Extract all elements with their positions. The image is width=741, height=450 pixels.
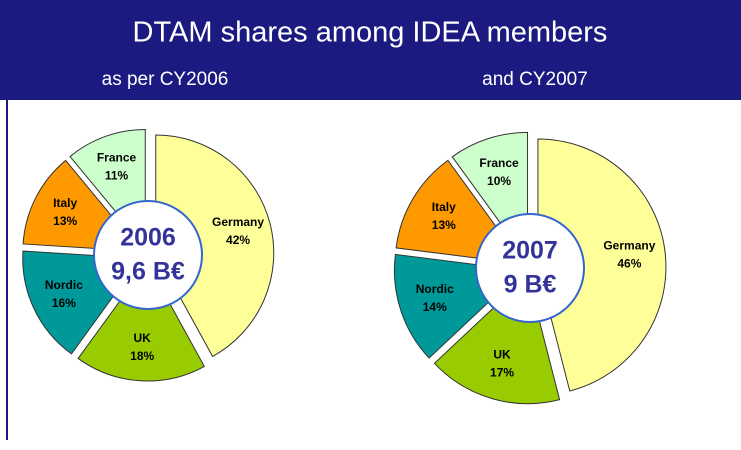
header-band [0,0,741,100]
center-label: 2006 [120,224,176,252]
subtitle: and CY2007 [482,69,588,90]
slice-value: 10% [487,174,511,188]
slice-label: France [97,151,137,165]
center-label: 9,6 B€ [111,258,185,286]
slice-value: 13% [53,214,77,228]
pie-slice [155,134,275,358]
slice-value: 13% [432,218,456,232]
slice-label: UK [133,331,151,345]
slice-label: Nordic [45,278,83,292]
title: DTAM shares among IDEA members [133,17,608,49]
slice-value: 18% [130,349,154,363]
slice-value: 42% [226,233,250,247]
slice-value: 17% [490,365,514,379]
center-label: 9 B€ [504,271,557,299]
slice-value: 14% [423,300,447,314]
center-label: 2007 [502,237,558,265]
slice-label: UK [493,347,511,361]
pie-slice [77,262,206,382]
slice-label: Nordic [416,282,454,296]
slice-label: Italy [53,196,77,210]
slice-label: Italy [432,200,456,214]
slice-value: 11% [105,169,129,183]
center-disc [475,213,585,323]
slice-label: Germany [603,239,655,253]
slice-label: France [479,156,519,170]
subtitle: as per CY2006 [102,69,229,90]
slice-value: 46% [617,257,641,271]
slice-value: 16% [52,296,76,310]
slice-label: Germany [212,215,264,229]
pie-slice [537,138,667,392]
center-disc [93,200,203,310]
